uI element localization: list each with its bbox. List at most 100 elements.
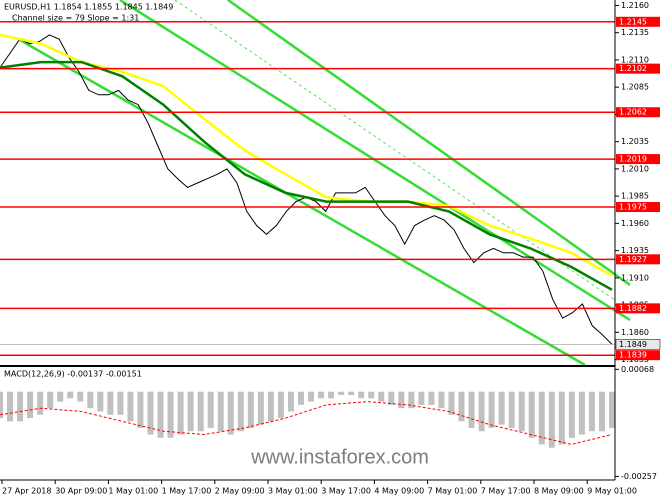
level-label: 1.1927 <box>619 255 647 264</box>
y-tick-label: 1.2010 <box>621 164 649 173</box>
histogram-bar <box>57 391 64 402</box>
y-tick-label: 1.2160 <box>621 1 649 10</box>
histogram-bar <box>348 391 355 395</box>
y-tick-label: 1.2110 <box>621 55 649 64</box>
histogram-bar <box>378 391 385 402</box>
histogram-bar <box>7 391 14 422</box>
histogram-bar <box>508 391 515 428</box>
y-tick-label: -0.00257 <box>621 472 657 481</box>
histogram-bar <box>0 391 3 419</box>
level-tag <box>616 154 660 165</box>
y-tick-label: 1.1960 <box>621 219 649 228</box>
histogram-bar <box>267 391 274 422</box>
y-tick-label: 1.1910 <box>621 273 649 282</box>
histogram-bar <box>37 391 44 415</box>
histogram-bar <box>217 391 224 432</box>
histogram-bar <box>308 391 315 402</box>
histogram-bar <box>338 391 345 395</box>
histogram-bar <box>428 391 435 405</box>
x-tick-label: 3 May 17:00 <box>321 487 371 496</box>
x-tick-label: 7 May 17:00 <box>481 487 531 496</box>
histogram-bar <box>408 391 415 409</box>
histogram-bar <box>277 391 284 419</box>
last-price-tag <box>615 339 661 350</box>
histogram-bar <box>438 391 445 409</box>
histogram-bar <box>47 391 54 409</box>
histogram-bar <box>197 391 204 432</box>
y-tick-label: 1.2135 <box>621 28 649 37</box>
x-tick-label: 1 May 01:00 <box>108 487 158 496</box>
histogram-bar <box>67 391 74 399</box>
y-tick-label: 1.1860 <box>621 328 649 337</box>
level-label: 1.2062 <box>619 108 647 117</box>
level-label: 1.1975 <box>619 203 647 212</box>
y-tick-label: 0.00068 <box>621 365 654 374</box>
channel-line <box>19 38 586 367</box>
histogram-bar <box>368 391 375 399</box>
histogram-bar <box>558 391 565 445</box>
histogram-bar <box>358 391 365 399</box>
histogram-bar <box>127 391 134 422</box>
chart-subtitle: Channel size = 79 Slope = 1:31 <box>12 14 139 23</box>
histogram-bar <box>458 391 465 422</box>
histogram-bar <box>418 391 425 405</box>
histogram-bar <box>448 391 455 415</box>
histogram-bar <box>227 391 234 435</box>
histogram-bar <box>237 391 244 432</box>
channel-mid <box>174 0 616 301</box>
channel-line <box>119 0 631 322</box>
channel <box>19 0 631 367</box>
histogram-bar <box>518 391 525 432</box>
histogram-bar <box>528 391 535 438</box>
histogram-bar <box>17 391 24 422</box>
x-tick-label: 8 May 09:00 <box>534 487 584 496</box>
macd-title: MACD(12,26,9) -0.00137 -0.00151 <box>4 370 142 379</box>
histogram-bar <box>157 391 164 438</box>
histogram-bar <box>398 391 405 409</box>
histogram-bar <box>147 391 154 435</box>
channel-line <box>227 0 631 287</box>
level-tag <box>616 303 660 314</box>
level-tag <box>616 254 660 265</box>
histogram-bar <box>167 391 174 438</box>
histogram-bar <box>588 391 595 432</box>
level-tag <box>616 107 660 118</box>
x-tick-label: 30 Apr 09:00 <box>55 487 107 496</box>
histogram-bar <box>478 391 485 432</box>
x-tick-label: 3 May 01:00 <box>268 487 318 496</box>
x-tick-label: 7 May 01:00 <box>428 487 478 496</box>
level-label: 1.2145 <box>619 17 647 26</box>
histogram-bar <box>328 391 335 399</box>
histogram-bar <box>488 391 495 428</box>
signal-line <box>0 401 613 445</box>
watermark: www.instaforex.com <box>250 446 429 468</box>
level-label: 1.1839 <box>619 351 647 360</box>
level-label: 1.2102 <box>619 64 647 73</box>
histogram-bar <box>498 391 505 425</box>
histogram-bar <box>287 391 294 412</box>
histogram-bar <box>117 391 124 415</box>
histogram-bar <box>568 391 575 438</box>
histogram-bar <box>388 391 395 405</box>
histogram-bar <box>468 391 475 428</box>
histogram-bar <box>318 391 325 399</box>
last-price-label: 1.1849 <box>619 340 647 349</box>
x-tick-label: 1 May 17:00 <box>162 487 212 496</box>
y-tick-label: 1.1935 <box>621 246 649 255</box>
histogram-bar <box>27 391 34 419</box>
histogram-bar <box>297 391 304 405</box>
level-label: 1.2019 <box>619 155 647 164</box>
x-tick-label: 4 May 09:00 <box>374 487 424 496</box>
x-tick-label: 27 Apr 2018 <box>2 487 51 496</box>
histogram-bar <box>87 391 94 409</box>
histogram-bar <box>77 391 84 402</box>
histogram-bar <box>97 391 104 412</box>
histogram-bar <box>137 391 144 428</box>
histogram-bar <box>578 391 585 435</box>
histogram-bar <box>548 391 555 448</box>
histogram-bar <box>107 391 114 415</box>
moving-average <box>0 33 613 277</box>
level-tag <box>616 63 660 74</box>
